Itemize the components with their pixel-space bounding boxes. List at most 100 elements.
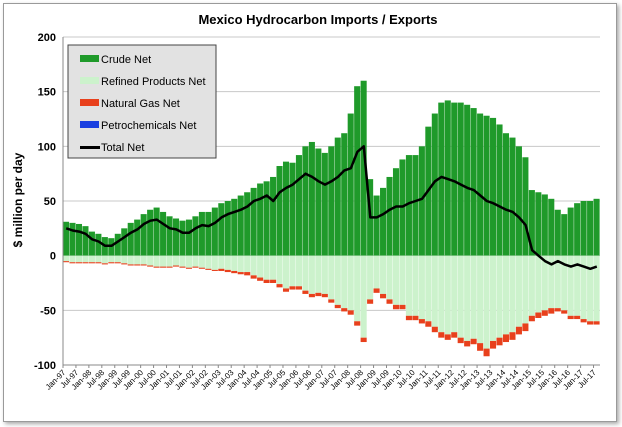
bar-natural-gas-net [587, 321, 594, 325]
bar-crude-net [218, 203, 225, 256]
bar-natural-gas-net [464, 340, 471, 347]
bar-natural-gas-net [457, 337, 464, 344]
bar-natural-gas-net [399, 304, 406, 310]
bar-crude-net [153, 207, 160, 256]
bar-refined-products-net [172, 255, 180, 266]
bar-crude-net [554, 209, 561, 256]
bar-natural-gas-net [114, 262, 121, 264]
bar-refined-products-net [541, 255, 548, 311]
bar-refined-products-net [347, 255, 354, 311]
bar-crude-net [522, 157, 529, 256]
bar-crude-net [166, 216, 173, 256]
y-tick-label: 0 [50, 251, 56, 263]
bar-natural-gas-net [263, 279, 270, 283]
bar-natural-gas-net [528, 315, 535, 322]
bar-natural-gas-net [418, 319, 425, 324]
bar-natural-gas-net [237, 272, 244, 275]
bar-natural-gas-net [593, 321, 600, 325]
bar-natural-gas-net [321, 293, 328, 298]
bar-natural-gas-net [567, 315, 574, 320]
bar-refined-products-net [515, 255, 522, 327]
bar-crude-net [373, 195, 380, 256]
bar-refined-products-net [587, 255, 594, 322]
bar-refined-products-net [244, 255, 251, 273]
bar-refined-products-net [134, 255, 141, 265]
bar-natural-gas-net [270, 279, 277, 283]
bar-refined-products-net [270, 255, 277, 280]
bar-natural-gas-net [147, 265, 154, 267]
bar-refined-products-net [373, 255, 380, 289]
bar-crude-net [282, 161, 290, 256]
bar-refined-products-net [95, 255, 102, 263]
bar-crude-net [127, 222, 134, 256]
bar-refined-products-net [431, 255, 438, 327]
y-tick-label: 100 [38, 141, 56, 153]
bar-crude-net [341, 133, 348, 256]
bar-refined-products-net [593, 255, 600, 322]
bar-refined-products-net [470, 255, 477, 339]
bar-natural-gas-net [522, 323, 529, 332]
bar-crude-net [315, 148, 322, 256]
bar-refined-products-net [315, 255, 322, 293]
bar-natural-gas-net [561, 310, 568, 314]
bar-refined-products-net [237, 255, 244, 273]
bar-refined-products-net [535, 255, 542, 313]
bar-refined-products-net [567, 255, 574, 316]
bar-refined-products-net [392, 255, 400, 305]
bar-refined-products-net [574, 255, 581, 316]
bar-natural-gas-net [483, 348, 490, 357]
bar-natural-gas-net [244, 272, 251, 276]
bar-natural-gas-net [496, 337, 503, 346]
bar-natural-gas-net [108, 262, 115, 264]
bar-natural-gas-net [192, 266, 199, 268]
bar-crude-net [270, 176, 277, 256]
bar-crude-net [515, 146, 522, 256]
bar-refined-products-net [250, 255, 257, 276]
bar-natural-gas-net [160, 266, 167, 268]
bar-refined-products-net [554, 255, 561, 309]
bar-refined-products-net [88, 255, 95, 263]
bar-refined-products-net [334, 255, 341, 305]
bar-crude-net [587, 201, 594, 256]
bar-crude-net [451, 102, 458, 256]
bar-crude-net [328, 146, 335, 256]
bar-natural-gas-net [224, 269, 231, 273]
bar-refined-products-net [82, 255, 89, 263]
bar-natural-gas-net [302, 290, 309, 294]
bar-crude-net [231, 198, 238, 256]
bar-refined-products-net [257, 255, 264, 278]
bar-natural-gas-net [367, 299, 374, 304]
bar-crude-net [360, 80, 367, 256]
chart-title: Mexico Hydrocarbon Imports / Exports [198, 12, 437, 27]
bar-crude-net [354, 86, 361, 256]
bar-natural-gas-net [412, 315, 419, 321]
bar-refined-products-net [386, 255, 393, 300]
bar-crude-net [263, 181, 270, 256]
bar-refined-products-net [276, 255, 283, 285]
bar-refined-products-net [548, 255, 555, 309]
bar-crude-net [321, 152, 328, 256]
bar-natural-gas-net [101, 263, 108, 265]
bar-refined-products-net [490, 255, 497, 341]
bar-refined-products-net [224, 255, 231, 270]
bar-refined-products-net [438, 255, 445, 333]
bar-crude-net [69, 222, 76, 256]
bar-natural-gas-net [328, 299, 335, 303]
legend-swatch [80, 146, 100, 149]
bar-crude-net [535, 192, 542, 256]
bar-crude-net [593, 198, 600, 256]
bar-natural-gas-net [515, 326, 522, 335]
y-tick-label: 200 [38, 32, 56, 44]
bar-refined-products-net [354, 255, 361, 322]
bar-refined-products-net [418, 255, 425, 320]
legend-label: Total Net [101, 142, 144, 154]
legend-swatch [80, 55, 99, 62]
bar-natural-gas-net [386, 299, 393, 304]
legend-label: Petrochemicals Net [101, 120, 196, 132]
bar-refined-products-net [380, 255, 387, 294]
bar-refined-products-net [211, 255, 218, 270]
bar-refined-products-net [522, 255, 529, 324]
bar-natural-gas-net [88, 262, 95, 264]
bar-natural-gas-net [315, 292, 322, 297]
bar-crude-net [205, 211, 212, 256]
